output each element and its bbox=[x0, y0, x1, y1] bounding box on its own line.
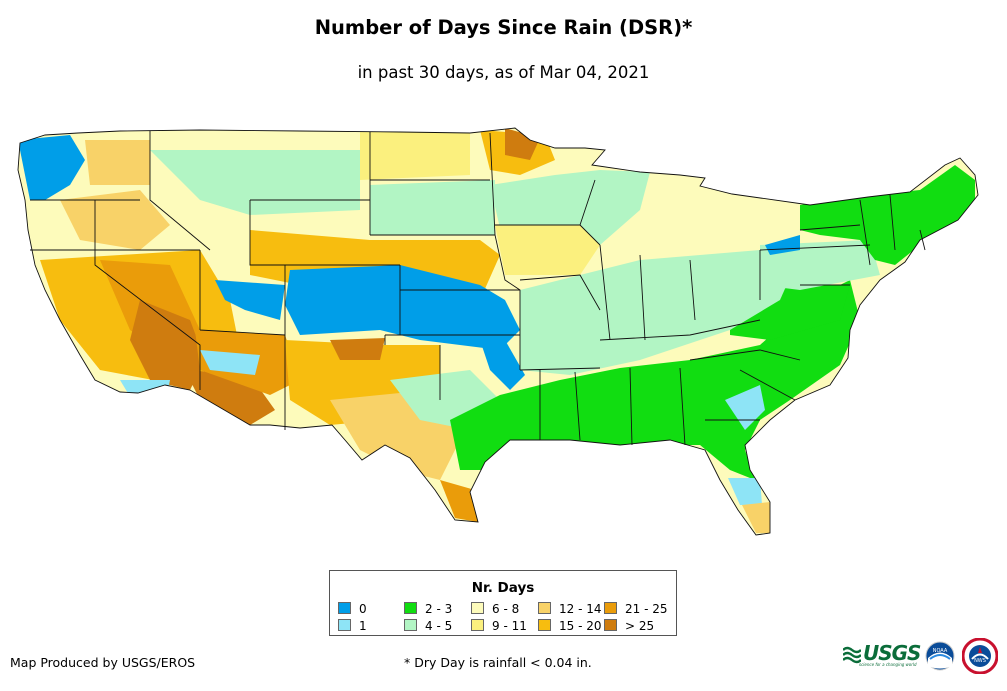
region-21-25-south-texas bbox=[440, 480, 478, 522]
region-9-11-iowa bbox=[495, 225, 600, 275]
region-4-5-montana bbox=[150, 150, 360, 215]
state-lines-midwest bbox=[495, 179, 761, 341]
us-dsr-map bbox=[17, 127, 979, 536]
legend-item-15-20: 15 - 20 bbox=[538, 619, 602, 633]
region-over-25-southwest bbox=[130, 300, 205, 390]
noaa-logo-text: NOAA bbox=[933, 648, 948, 654]
legend-swatch bbox=[604, 619, 617, 631]
region-0-lake-erie-shore bbox=[765, 235, 800, 255]
legend-title: Nr. Days bbox=[471, 580, 535, 596]
legend-label: 0 bbox=[359, 602, 367, 616]
region-6-8-michigan bbox=[660, 195, 725, 250]
region-2-3-new-england bbox=[800, 165, 975, 265]
legend-label: 2 - 3 bbox=[425, 602, 453, 616]
legend-swatch bbox=[338, 619, 351, 631]
state-boundaries bbox=[17, 127, 979, 536]
region-9-11-north-plains bbox=[360, 130, 470, 180]
legend-item-21-25: 21 - 25 bbox=[604, 602, 668, 616]
region-1-arizona-east bbox=[200, 350, 260, 375]
state-lines-west bbox=[30, 131, 401, 430]
legend-swatch bbox=[538, 619, 551, 631]
legend-label: 15 - 20 bbox=[559, 619, 602, 633]
legend-swatch bbox=[471, 619, 484, 631]
dry-day-footnote: * Dry Day is rainfall < 0.04 in. bbox=[404, 655, 592, 670]
region-over-25-new-mexico bbox=[330, 338, 385, 360]
map-subtitle: in past 30 days, as of Mar 04, 2021 bbox=[357, 63, 650, 82]
legend-swatch bbox=[471, 602, 484, 614]
state-lines-plains bbox=[370, 132, 521, 400]
legend-label: 12 - 14 bbox=[559, 602, 602, 616]
legend-item-4-5: 4 - 5 bbox=[404, 619, 452, 633]
legend-label: 4 - 5 bbox=[425, 619, 453, 633]
region-4-5-northern-plains bbox=[370, 180, 495, 235]
legend-item-1: 1 bbox=[338, 619, 367, 633]
usgs-waves-icon bbox=[843, 646, 861, 664]
state-lines-south bbox=[519, 349, 801, 446]
legend-item-over-25: > 25 bbox=[604, 619, 654, 633]
legend-item-12-14: 12 - 14 bbox=[538, 602, 602, 616]
nws-logo-text: NWS bbox=[974, 658, 986, 664]
legend-label: 1 bbox=[359, 619, 367, 633]
legend-swatch bbox=[538, 602, 551, 614]
legend-swatch bbox=[404, 619, 417, 631]
region-0-colorado-kansas bbox=[285, 265, 520, 350]
map-credit: Map Produced by USGS/EROS bbox=[10, 655, 196, 670]
legend-item-2-3: 2 - 3 bbox=[404, 602, 452, 616]
usgs-logo-text: USGS bbox=[863, 641, 921, 665]
map-legend: Nr. Days 0 1 2 - 3 4 - 5 6 - 8 9 - 11 12… bbox=[329, 570, 677, 636]
region-4-5-ohio-valley bbox=[520, 250, 800, 375]
noaa-logo: NOAA bbox=[925, 641, 955, 671]
usgs-logo: USGS science for a changing world bbox=[843, 641, 921, 669]
state-lines-east bbox=[759, 194, 926, 300]
legend-item-0: 0 bbox=[338, 602, 367, 616]
legend-label: 21 - 25 bbox=[625, 602, 668, 616]
region-12-14-montana-west bbox=[85, 140, 150, 185]
legend-label: 9 - 11 bbox=[492, 619, 527, 633]
region-1-florida bbox=[728, 478, 762, 505]
region-0-oklahoma bbox=[480, 340, 525, 390]
region-12-14-idaho bbox=[60, 190, 170, 250]
legend-swatch bbox=[604, 602, 617, 614]
legend-label: 6 - 8 bbox=[492, 602, 520, 616]
legend-item-9-11: 9 - 11 bbox=[471, 619, 527, 633]
map-title: Number of Days Since Rain (DSR)* bbox=[314, 16, 693, 39]
legend-label: > 25 bbox=[625, 619, 655, 633]
dsr-fill-regions bbox=[18, 128, 978, 535]
region-1-carolina-coast bbox=[725, 385, 765, 430]
us-outline bbox=[17, 127, 979, 536]
usgs-logo-tagline: science for a changing world bbox=[859, 662, 917, 667]
nws-logo: NWS bbox=[962, 638, 998, 674]
region-0-utah bbox=[215, 280, 285, 320]
legend-swatch bbox=[338, 602, 351, 614]
region-0-washington bbox=[18, 135, 85, 200]
legend-item-6-8: 6 - 8 bbox=[471, 602, 519, 616]
legend-swatch bbox=[404, 602, 417, 614]
region-2-3-southeast bbox=[450, 280, 860, 480]
region-4-5-pennsylvania-ny bbox=[760, 240, 880, 290]
region-12-14-florida-south bbox=[742, 502, 770, 533]
